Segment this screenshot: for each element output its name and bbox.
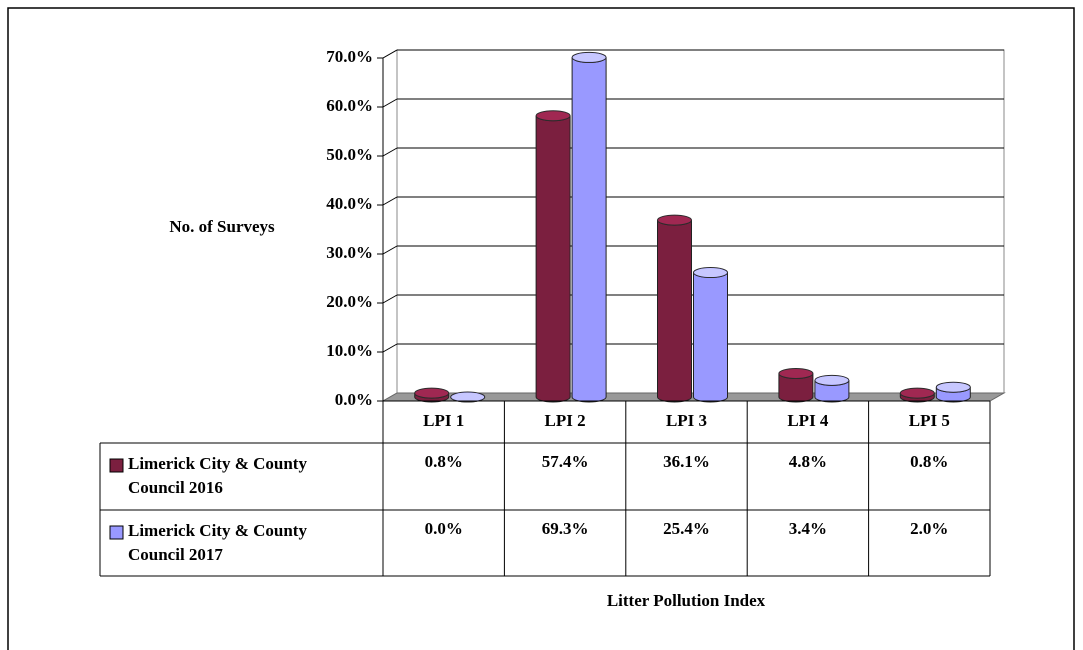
grid-line bbox=[382, 147, 398, 157]
value-label: 36.1% bbox=[663, 452, 710, 471]
legend-line: Council 2016 bbox=[128, 478, 223, 497]
value-label: 3.4% bbox=[789, 519, 827, 538]
y-tick-label: 50.0% bbox=[326, 145, 373, 164]
legend-label: Limerick City & County Council 2017 bbox=[128, 521, 307, 564]
value-label: 0.8% bbox=[425, 452, 463, 471]
x-tick-label: LPI 5 bbox=[909, 411, 950, 430]
y-axis-label: No. of Surveys bbox=[169, 217, 275, 236]
y-tick-label: 0.0% bbox=[335, 390, 373, 409]
bar-top bbox=[935, 381, 971, 393]
bar bbox=[693, 272, 728, 403]
grid-line bbox=[382, 49, 398, 59]
x-tick-label: LPI 3 bbox=[666, 411, 707, 430]
bar-top bbox=[778, 367, 814, 379]
legend-label: Limerick City & County Council 2016 bbox=[128, 454, 307, 497]
bar bbox=[571, 57, 607, 403]
bar bbox=[657, 219, 692, 403]
x-tick-label: LPI 1 bbox=[423, 411, 464, 430]
value-label: 57.4% bbox=[542, 452, 589, 471]
legend-key bbox=[109, 525, 124, 540]
bar-top bbox=[414, 387, 450, 399]
value-label: 25.4% bbox=[663, 519, 710, 538]
value-label: 4.8% bbox=[789, 452, 827, 471]
value-label: 69.3% bbox=[542, 519, 589, 538]
y-tick-label: 60.0% bbox=[326, 96, 373, 115]
bar-top bbox=[535, 110, 571, 122]
bar bbox=[535, 115, 571, 403]
x-tick-label: LPI 4 bbox=[787, 411, 829, 430]
y-tick-label: 10.0% bbox=[326, 341, 373, 360]
legend-key bbox=[109, 458, 124, 473]
legend-line: Council 2017 bbox=[128, 545, 223, 564]
y-tick-label: 30.0% bbox=[326, 243, 373, 262]
bar-top bbox=[899, 387, 935, 399]
grid-line bbox=[382, 98, 398, 108]
legend-line: Limerick City & County bbox=[128, 454, 307, 473]
y-tick-label: 40.0% bbox=[326, 194, 373, 213]
grid-line bbox=[382, 294, 398, 304]
bar-top bbox=[693, 267, 728, 279]
grid-line bbox=[382, 343, 398, 353]
x-axis-label: Litter Pollution Index bbox=[607, 591, 766, 610]
grid-line bbox=[382, 196, 398, 206]
bar-top bbox=[450, 391, 486, 403]
value-label: 0.0% bbox=[425, 519, 463, 538]
y-tick-label: 20.0% bbox=[326, 292, 373, 311]
value-label: 2.0% bbox=[910, 519, 948, 538]
value-label: 0.8% bbox=[910, 452, 948, 471]
y-tick-label: 70.0% bbox=[326, 47, 373, 66]
bar-top bbox=[657, 214, 692, 226]
grid-line bbox=[382, 245, 398, 255]
x-tick-label: LPI 2 bbox=[545, 411, 586, 430]
bar-top bbox=[571, 51, 607, 63]
legend-line: Limerick City & County bbox=[128, 521, 307, 540]
bar-top bbox=[814, 374, 850, 386]
